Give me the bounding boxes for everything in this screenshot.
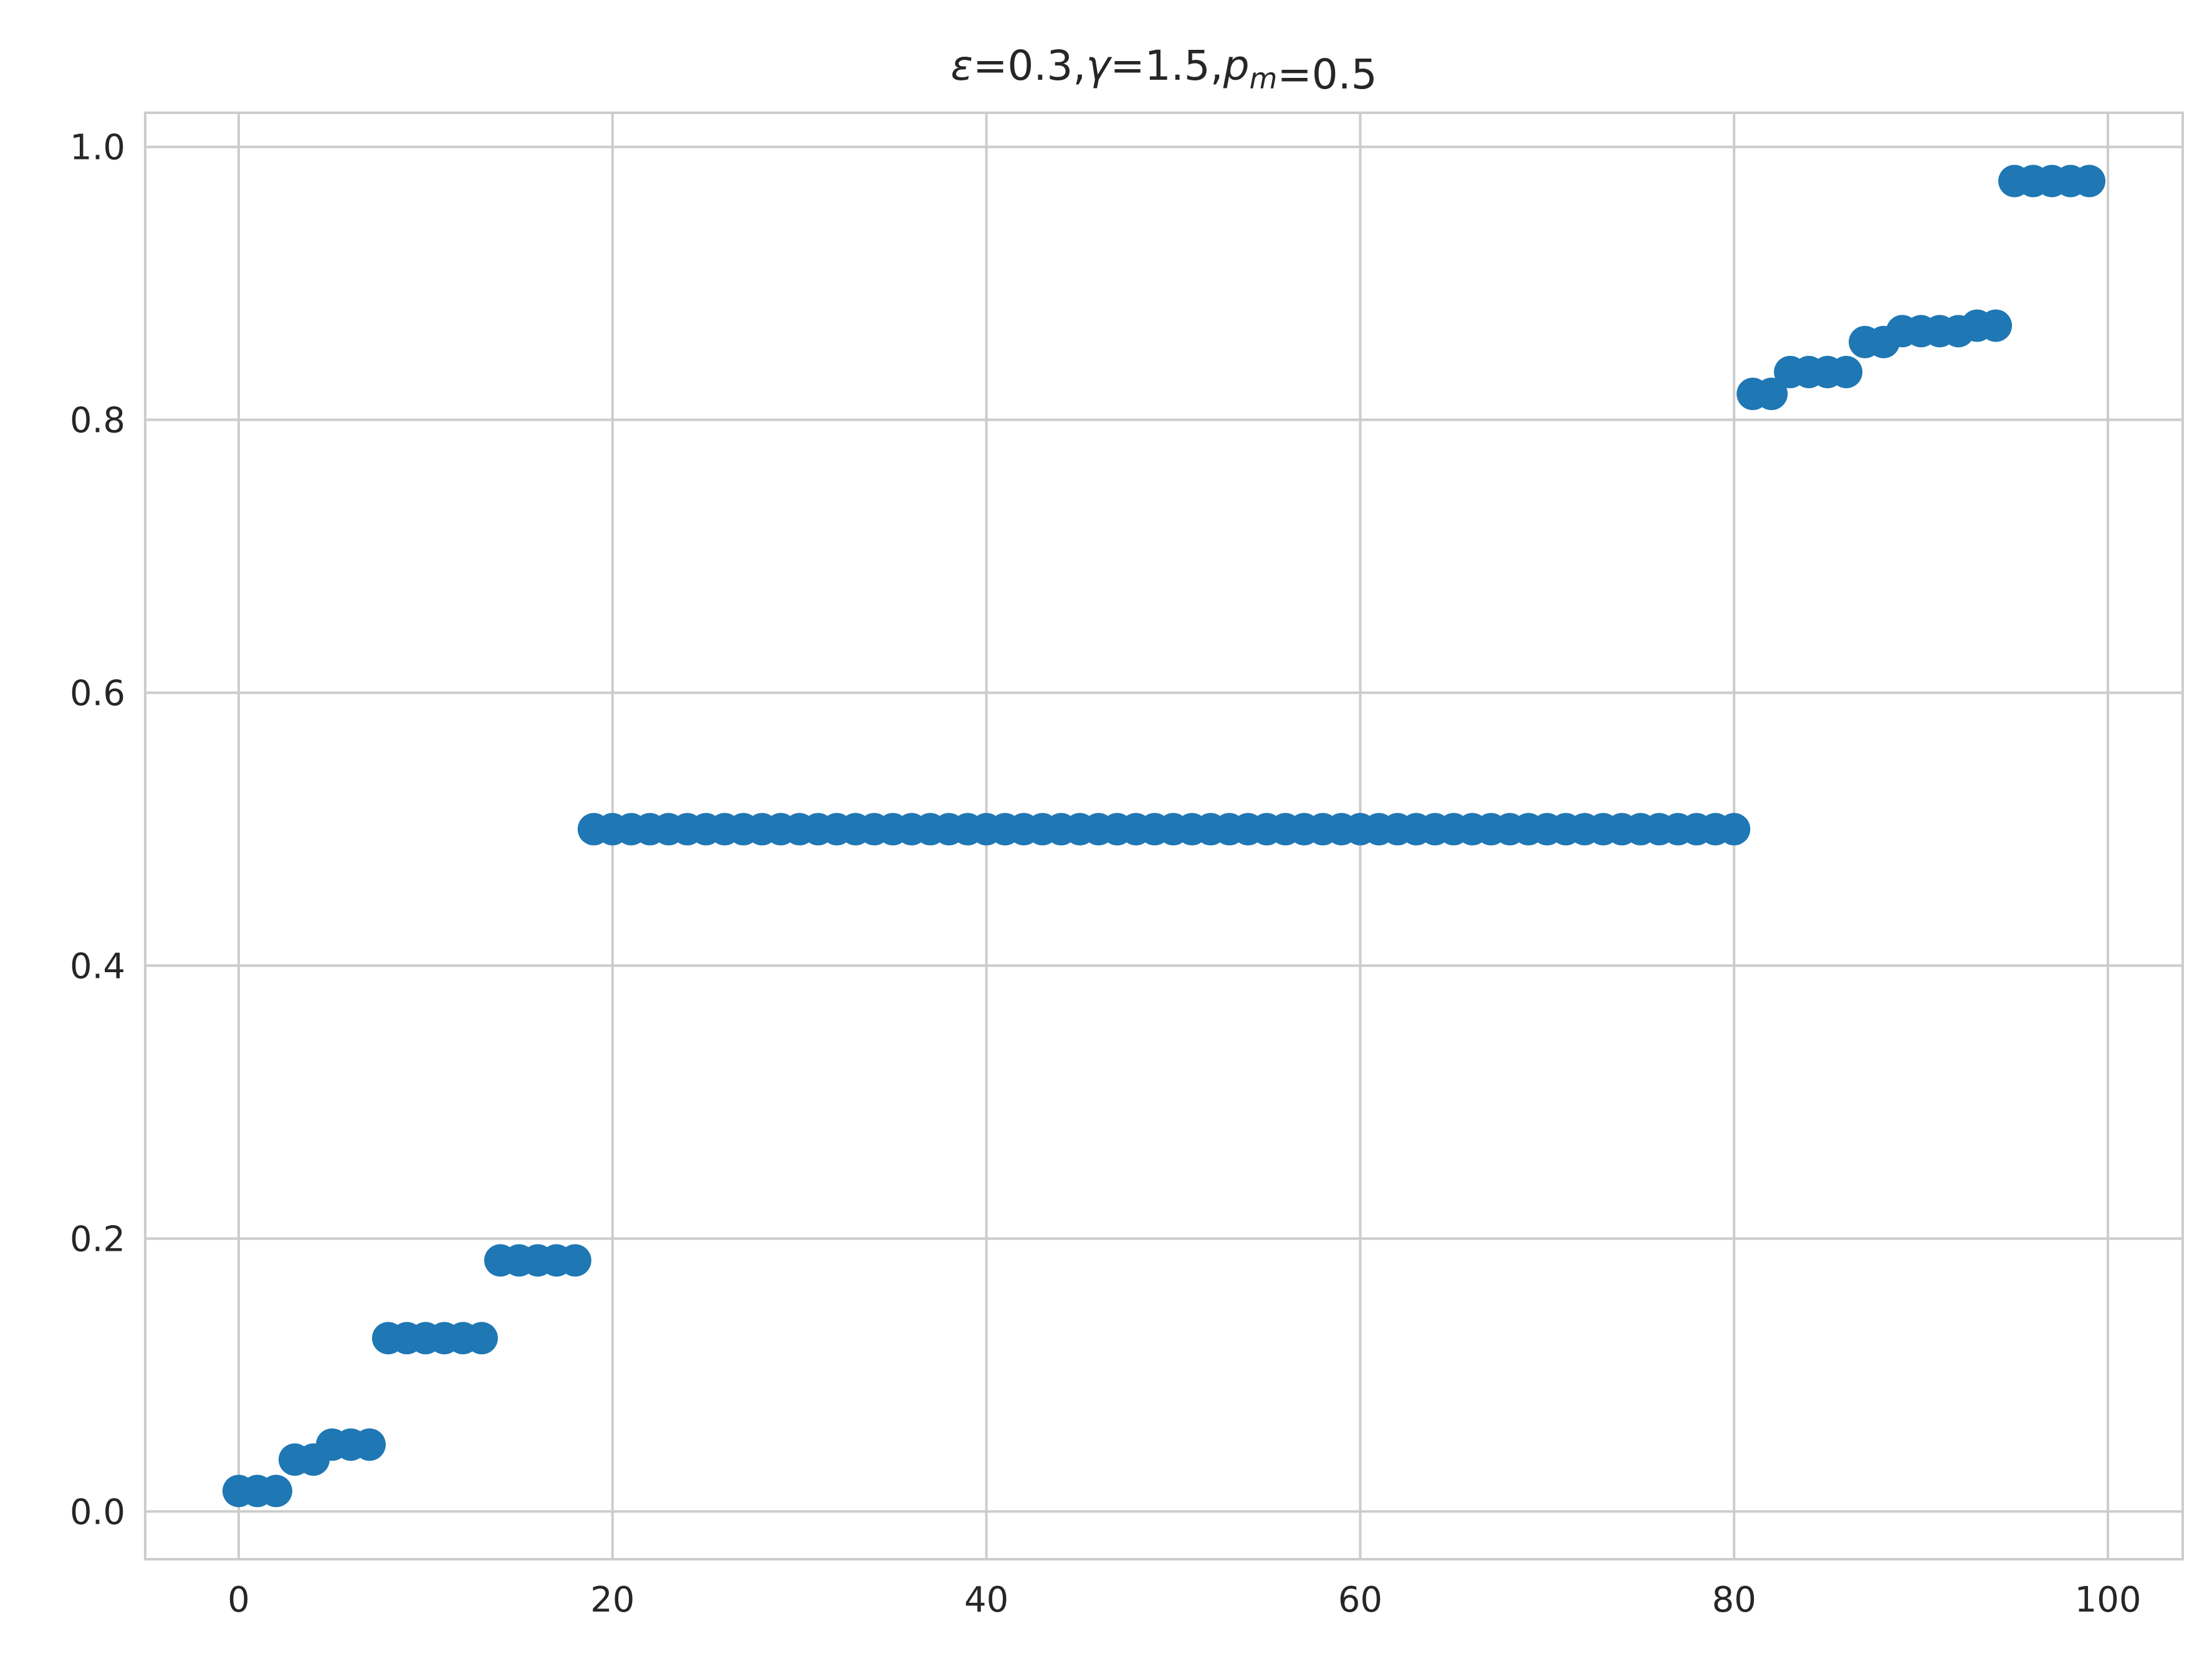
data-point [1755, 378, 1788, 411]
title-part: =0.5 [1277, 50, 1377, 98]
data-point [1980, 309, 2013, 342]
chart-title: ε=0.3,γ=1.5,pm=0.5 [950, 42, 1377, 98]
data-point [2073, 165, 2106, 198]
y-tick-label: 0.4 [70, 947, 125, 987]
title-part: γ [1086, 42, 1112, 90]
y-tick-labels: 0.0 0.2 0.4 0.6 0.8 1.0 [70, 128, 125, 1533]
title-part: =1.5, [1110, 42, 1223, 90]
y-tick-label: 0.0 [70, 1492, 125, 1532]
y-tick-label: 1.0 [70, 128, 125, 168]
x-tick-label: 0 [227, 1580, 250, 1620]
x-tick-label: 80 [1712, 1580, 1756, 1620]
data-point [1718, 813, 1751, 846]
title-part: m [1250, 62, 1278, 95]
x-tick-label: 100 [2075, 1580, 2142, 1620]
data-point [259, 1474, 292, 1507]
y-tick-label: 0.6 [70, 674, 125, 714]
title-part: p [1223, 42, 1250, 90]
title-part: ε [950, 42, 973, 90]
y-tick-label: 0.8 [70, 401, 125, 441]
x-tick-label: 60 [1338, 1580, 1382, 1620]
data-points [222, 165, 2106, 1507]
x-tick-labels: 0 20 40 60 80 100 [227, 1580, 2141, 1620]
title-part: =0.3, [973, 42, 1086, 90]
data-point [1830, 356, 1863, 389]
data-point [558, 1244, 591, 1277]
data-point [353, 1428, 386, 1461]
x-tick-label: 40 [964, 1580, 1008, 1620]
plot-frame [144, 112, 2184, 1560]
data-point [465, 1322, 498, 1355]
y-tick-label: 0.2 [70, 1219, 125, 1259]
x-tick-label: 20 [590, 1580, 634, 1620]
